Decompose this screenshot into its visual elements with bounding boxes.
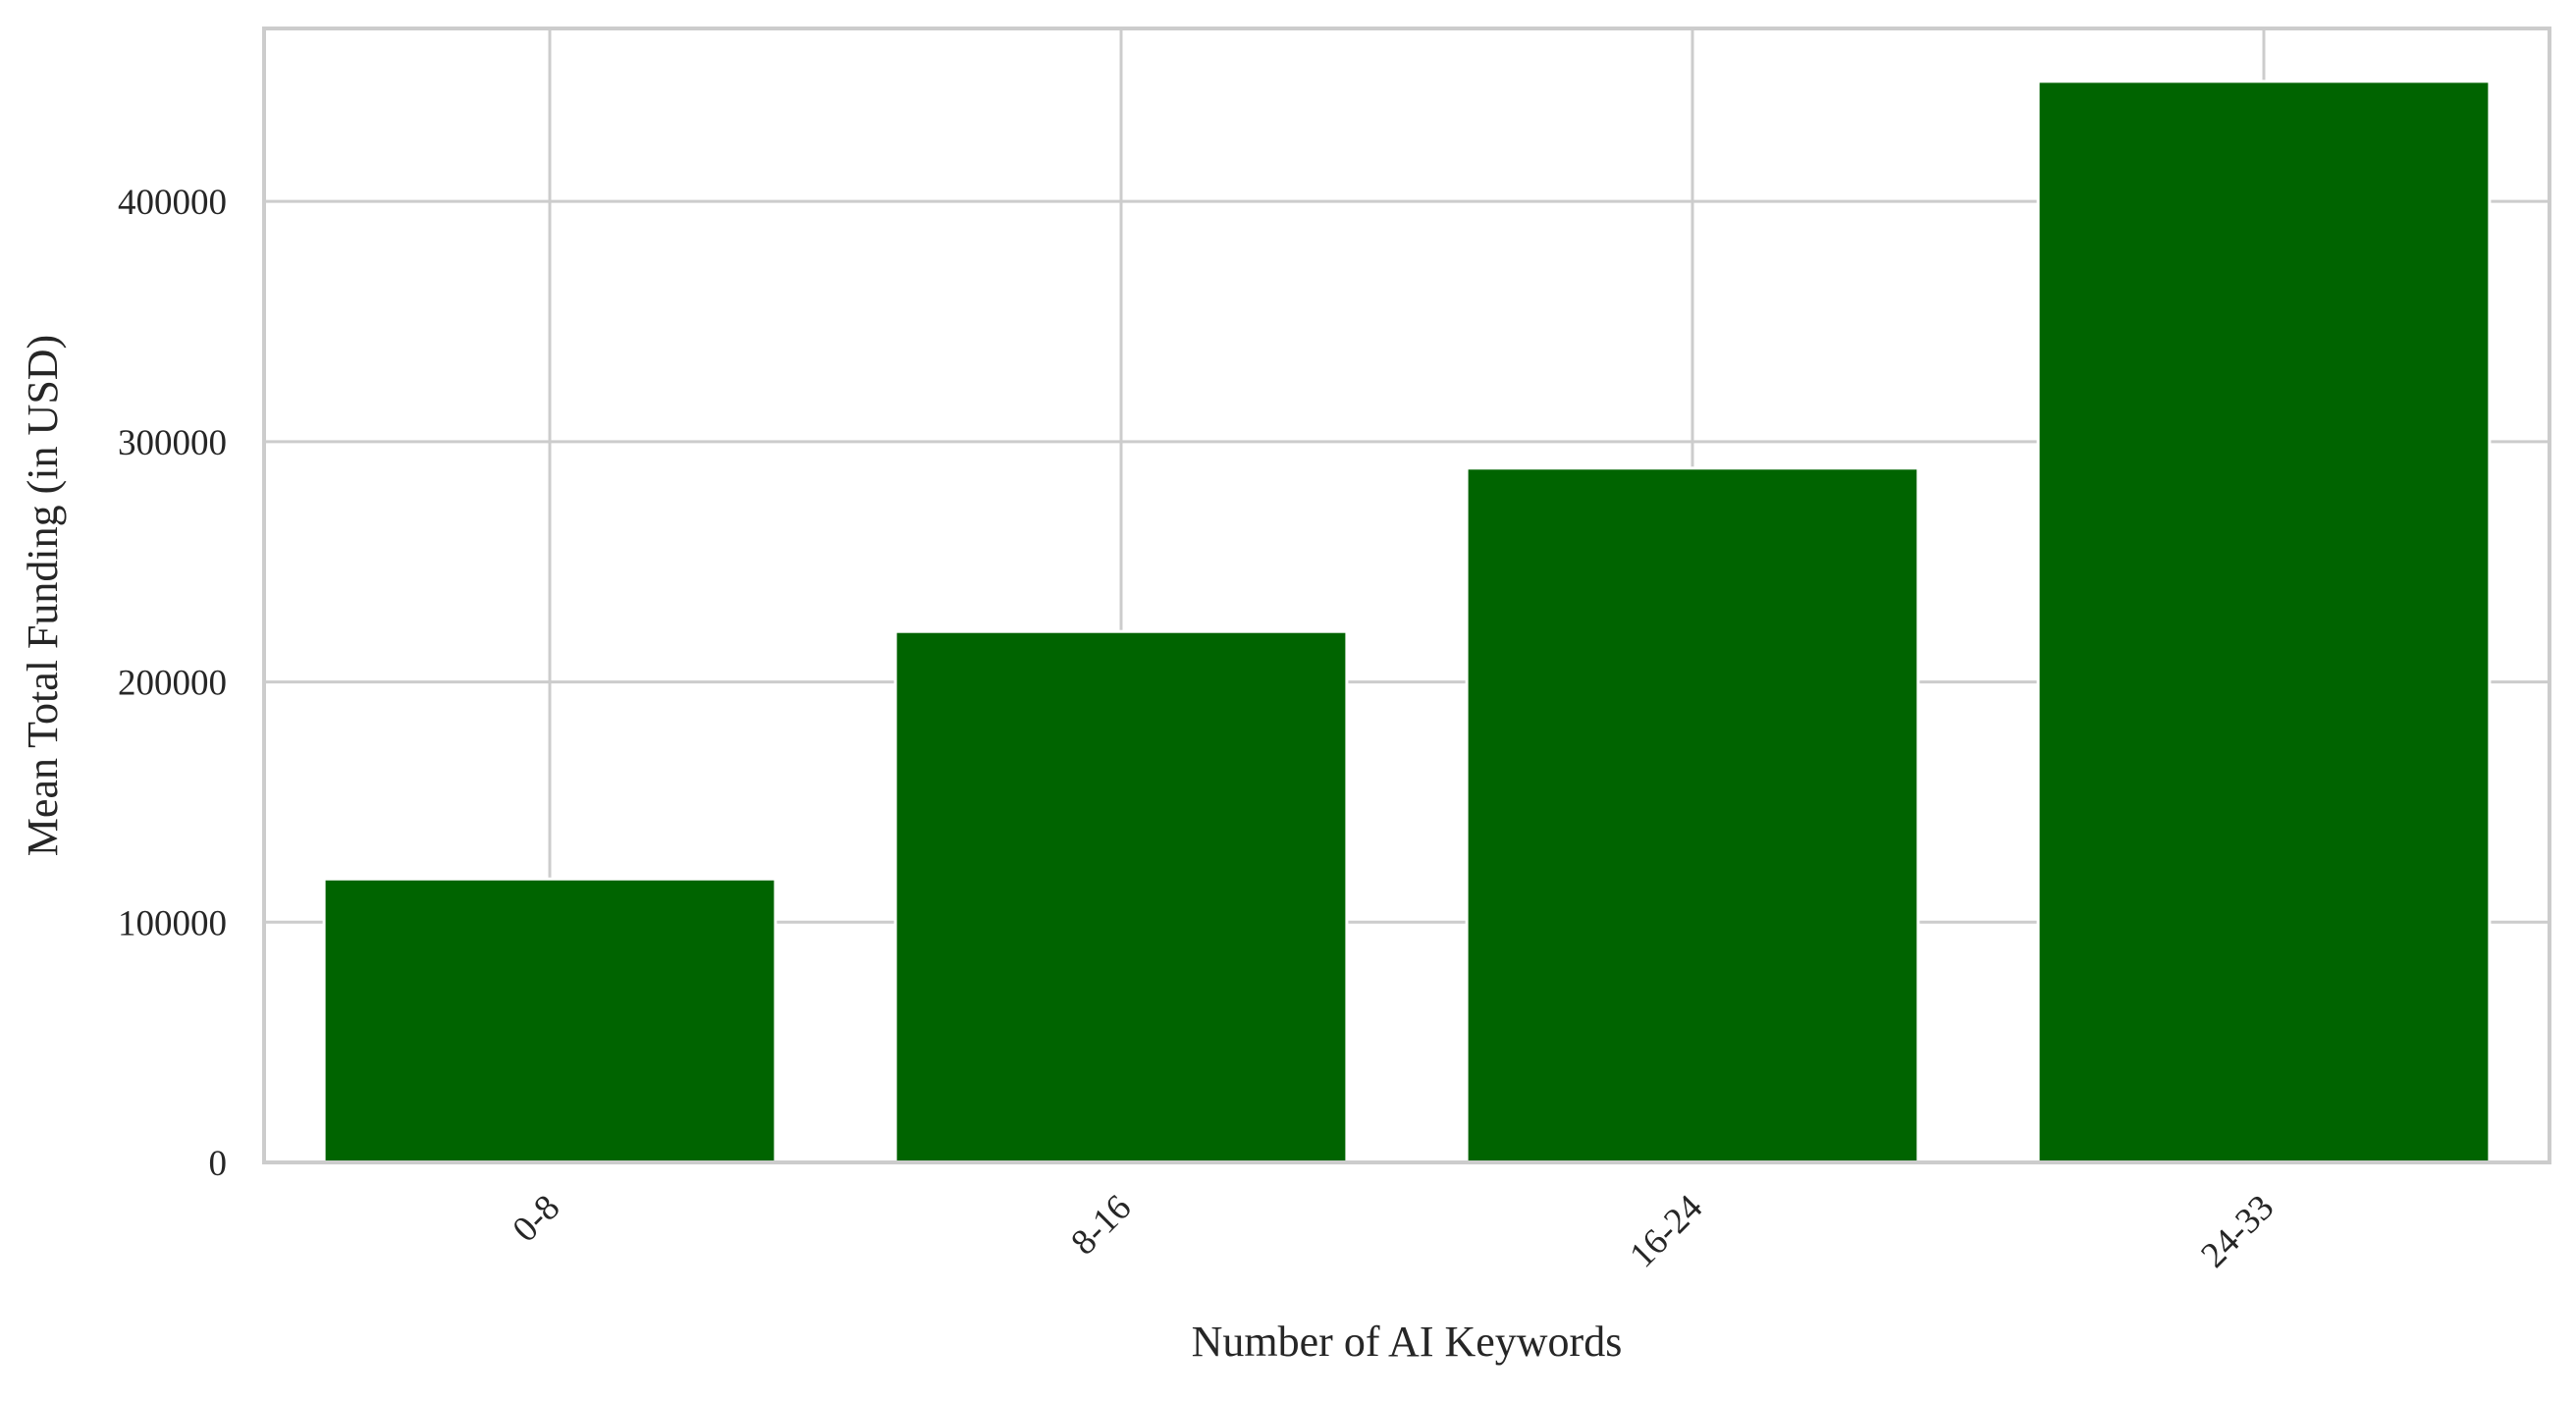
bar-24-33: [2036, 80, 2492, 1164]
y-tick-label: 200000: [118, 664, 227, 704]
y-tick-label: 0: [209, 1144, 228, 1184]
y-tick-label: 100000: [118, 903, 227, 943]
plot-frame: [262, 27, 2551, 1164]
y-tick-label: 300000: [118, 423, 227, 463]
x-tick-label: 8-16: [1063, 1187, 1139, 1263]
y-axis-ticks: 0 100000 200000 300000 400000: [118, 183, 227, 1184]
x-axis-label: Number of AI Keywords: [1192, 1318, 1623, 1366]
y-axis-label: Mean Total Funding (in USD): [19, 335, 67, 856]
y-tick-label: 400000: [118, 183, 227, 223]
x-tick-label: 24-33: [2193, 1187, 2281, 1275]
x-axis-ticks: 0-8 8-16 16-24 24-33: [505, 1187, 2281, 1275]
x-tick-label: 0-8: [505, 1187, 567, 1250]
bar-16-24: [1465, 466, 1920, 1164]
x-tick-label: 16-24: [1622, 1187, 1710, 1275]
bar-8-16: [893, 629, 1349, 1164]
bar-0-8: [322, 877, 778, 1164]
bars: [322, 80, 2492, 1164]
